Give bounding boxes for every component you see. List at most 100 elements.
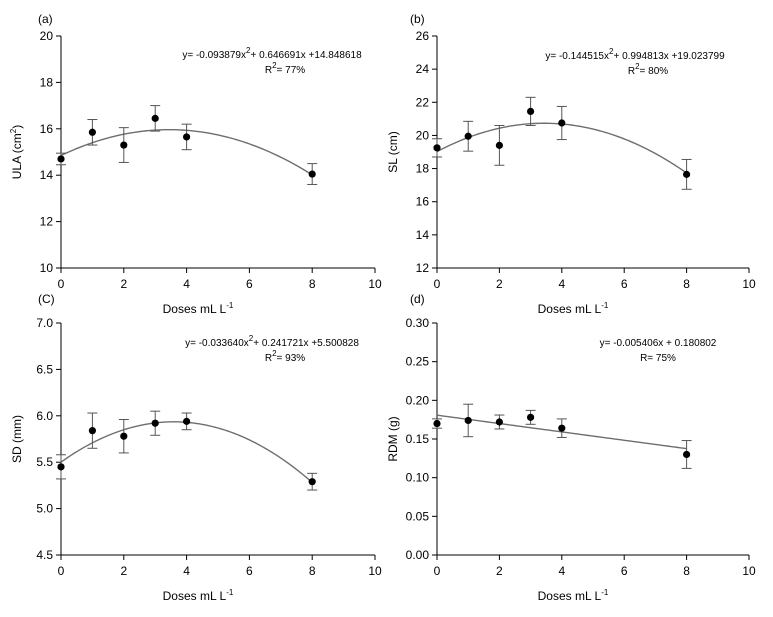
y-tick-label: 0.05 (406, 509, 430, 523)
y-tick-label: 6.5 (36, 362, 53, 376)
x-tick-label: 2 (496, 564, 503, 578)
r-squared-label: R2= 80% (628, 62, 668, 77)
y-tick-label: 12 (416, 261, 430, 275)
data-point (151, 419, 159, 427)
data-point (495, 418, 503, 426)
equation-label: y= -0.033640x2+ 0.241721x +5.500828 (185, 334, 359, 349)
y-axis-title: SL (cm) (386, 131, 400, 173)
x-tick-label: 6 (621, 564, 628, 578)
y-tick-label: 5.5 (36, 455, 53, 469)
x-axis-title: Doses mL L-1 (538, 588, 609, 603)
y-axis-title: ULA (cm2) (9, 125, 24, 179)
y-tick-label: 18 (40, 75, 54, 89)
y-tick-label: 7.0 (36, 316, 53, 330)
data-point (151, 114, 159, 122)
x-tick-label: 10 (742, 564, 756, 578)
data-point (683, 170, 691, 178)
x-tick-label: 0 (58, 564, 65, 578)
data-point (464, 416, 472, 425)
r-squared-label: R= 75% (640, 353, 676, 364)
y-tick-label: 26 (416, 29, 430, 43)
x-axis-title: Doses mL L-1 (163, 301, 234, 316)
data-point (558, 119, 566, 127)
y-tick-label: 12 (40, 215, 54, 229)
x-axis-title: Doses mL L-1 (538, 301, 609, 316)
y-tick-label: 24 (416, 62, 430, 76)
panel-label: (d) (410, 292, 425, 306)
data-point (183, 133, 191, 141)
panel-label: (b) (410, 12, 425, 26)
data-point (308, 170, 316, 178)
data-point (120, 141, 128, 149)
y-tick-label: 20 (40, 29, 54, 43)
y-tick-label: 14 (40, 168, 54, 182)
y-tick-label: 14 (416, 228, 430, 242)
equation-label: y= -0.144515x2+ 0.994813x +19.023799 (545, 47, 725, 62)
data-point (527, 107, 535, 115)
x-axis-title: Doses mL L-1 (163, 588, 234, 603)
x-tick-label: 6 (621, 277, 628, 291)
data-point (433, 144, 441, 152)
x-tick-label: 8 (309, 277, 316, 291)
x-tick-label: 8 (309, 564, 316, 578)
x-tick-label: 0 (58, 277, 65, 291)
y-tick-label: 18 (416, 162, 430, 176)
x-tick-label: 10 (368, 277, 382, 291)
y-tick-label: 16 (416, 195, 430, 209)
y-tick-label: 10 (40, 261, 54, 275)
x-tick-label: 6 (246, 277, 253, 291)
y-axis-title: SD (mm) (10, 415, 24, 463)
data-point (57, 463, 65, 471)
y-tick-label: 0.25 (406, 355, 430, 369)
y-tick-label: 6.0 (36, 409, 53, 423)
y-tick-label: 5.0 (36, 502, 53, 516)
data-point (120, 432, 128, 440)
y-tick-label: 4.5 (36, 548, 53, 562)
fit-curve (60, 421, 313, 483)
y-tick-label: 0.00 (406, 548, 430, 562)
panel-label: (a) (38, 12, 53, 26)
x-tick-label: 4 (183, 277, 190, 291)
data-point (57, 155, 65, 163)
y-tick-label: 16 (40, 122, 54, 136)
data-point (683, 450, 691, 459)
x-tick-label: 2 (120, 564, 127, 578)
x-tick-label: 8 (683, 277, 690, 291)
x-tick-label: 0 (434, 564, 441, 578)
y-tick-label: 0.20 (406, 393, 430, 407)
data-point (495, 141, 503, 149)
x-tick-label: 4 (558, 277, 565, 291)
data-point (558, 424, 566, 432)
data-point (433, 419, 441, 428)
data-point (183, 417, 191, 425)
x-tick-label: 4 (558, 564, 565, 578)
x-tick-label: 10 (742, 277, 756, 291)
y-tick-label: 22 (416, 95, 430, 109)
panel-a: (a) 10 12 14 16 18 20 0 2 4 6 8 10 Doses mL L-1 ULA (c… (9, 12, 382, 316)
panel-d: (d) 0.00 0.05 0.10 0.15 0.20 0.25 0.30 0 2 4 6 8 10 Do… (386, 292, 756, 603)
r-squared-label: R2= 77% (265, 61, 305, 76)
panel-c: (C) 4.5 5.0 5.5 6.0 6.5 7.0 0 2 4 6 8 10 Doses mL L-1… (10, 292, 382, 603)
y-tick-label: 0.15 (406, 432, 430, 446)
y-tick-label: 0.30 (406, 316, 430, 330)
panel-label: (C) (38, 292, 55, 306)
equation-label: y= -0.005406x + 0.180802 (600, 338, 717, 349)
x-tick-label: 6 (246, 564, 253, 578)
x-tick-label: 10 (368, 564, 382, 578)
data-point (464, 132, 472, 140)
x-tick-label: 2 (496, 277, 503, 291)
y-axis-title: RDM (g) (386, 416, 400, 461)
data-point (88, 427, 96, 435)
x-tick-label: 4 (183, 564, 190, 578)
data-point (527, 413, 535, 421)
equation-label: y= -0.093879x2+ 0.646691x +14.848618 (182, 46, 362, 61)
y-tick-label: 20 (416, 128, 430, 142)
x-tick-label: 0 (434, 277, 441, 291)
r-squared-label: R2= 93% (265, 349, 305, 364)
data-point (308, 478, 316, 486)
x-tick-label: 2 (120, 277, 127, 291)
y-tick-label: 0.10 (406, 471, 430, 485)
x-tick-label: 8 (683, 564, 690, 578)
